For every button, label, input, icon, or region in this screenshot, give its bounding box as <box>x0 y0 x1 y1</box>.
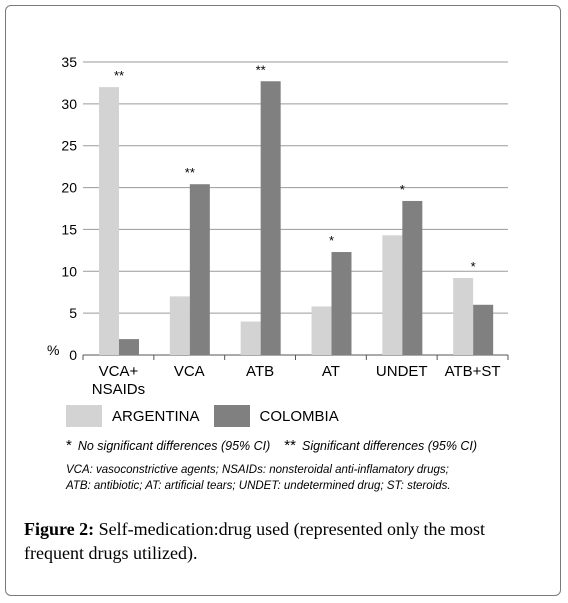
significance-marker: ** <box>185 165 195 180</box>
legend-label-argentina: ARGENTINA <box>112 407 200 425</box>
bar-colombia-3 <box>331 252 352 355</box>
bar-argentina-2 <box>240 321 261 355</box>
legend-item-argentina: ARGENTINA <box>66 405 200 427</box>
double-star-marker: ** <box>284 437 296 454</box>
bar-colombia-0 <box>119 339 139 355</box>
x-tick-label: AT <box>322 363 340 380</box>
y-tick-label: 0 <box>69 347 77 363</box>
significance-marker: * <box>329 233 334 248</box>
y-tick-label: 15 <box>61 221 77 237</box>
y-tick-label: 30 <box>61 96 77 112</box>
significance-marker: ** <box>256 62 266 77</box>
significance-marker: * <box>400 182 405 197</box>
x-tick-label: VCA <box>174 363 205 380</box>
bar-argentina-3 <box>311 306 332 355</box>
abbreviations-note: VCA: vasoconstrictive agents; NSAIDs: no… <box>66 462 451 494</box>
legend-swatch-colombia <box>213 405 250 427</box>
bar-colombia-4 <box>402 200 423 355</box>
double-star-text: Significant differences (95% CI) <box>301 439 478 453</box>
y-tick-label: 10 <box>61 263 77 279</box>
bar-argentina-4 <box>382 235 403 355</box>
bar-colombia-5 <box>473 304 494 355</box>
y-tick-label: 5 <box>69 305 77 321</box>
x-tick-label: NSAIDs <box>92 381 145 398</box>
bar-argentina-0 <box>99 87 119 355</box>
x-tick-label: VCA+ <box>99 363 139 380</box>
legend-item-colombia: COLOMBIA <box>213 405 339 427</box>
bar-argentina-1 <box>169 296 190 355</box>
significance-note: * No significant differences (95% CI) ** Si… <box>66 437 477 454</box>
legend-label-colombia: COLOMBIA <box>259 407 339 425</box>
bar-chart: 05101520253035%**VCA+NSAIDs**VCA**ATB*AT… <box>47 54 509 398</box>
significance-marker: * <box>471 259 476 274</box>
caption-label: Figure 2: <box>24 519 95 539</box>
single-star-marker: * <box>66 437 72 454</box>
bar-argentina-5 <box>453 277 474 355</box>
figure-caption: Figure 2: Self-medication:drug used (rep… <box>24 517 549 565</box>
single-star-text: No significant differences (95% CI) <box>77 439 271 453</box>
legend: ARGENTINA COLOMBIA <box>66 404 353 428</box>
y-tick-label: 20 <box>61 180 77 196</box>
x-tick-label: UNDET <box>376 363 428 380</box>
y-tick-label: 35 <box>61 54 77 70</box>
bar-colombia-1 <box>189 184 210 355</box>
caption-text: Self-medication:drug used (represented o… <box>24 519 486 563</box>
legend-swatch-argentina <box>66 405 102 427</box>
figure-frame <box>5 5 561 596</box>
abbreviations-line-2: ATB: antibiotic; AT: artificial tears; U… <box>66 480 451 492</box>
x-tick-label: ATB+ST <box>445 363 501 380</box>
abbreviations-line-1: VCA: vasoconstrictive agents; NSAIDs: no… <box>66 464 449 476</box>
x-tick-label: ATB <box>246 363 274 380</box>
significance-marker: ** <box>114 68 124 83</box>
y-tick-label: 25 <box>61 138 77 154</box>
y-axis-label: % <box>47 342 59 358</box>
bar-colombia-2 <box>260 81 281 356</box>
